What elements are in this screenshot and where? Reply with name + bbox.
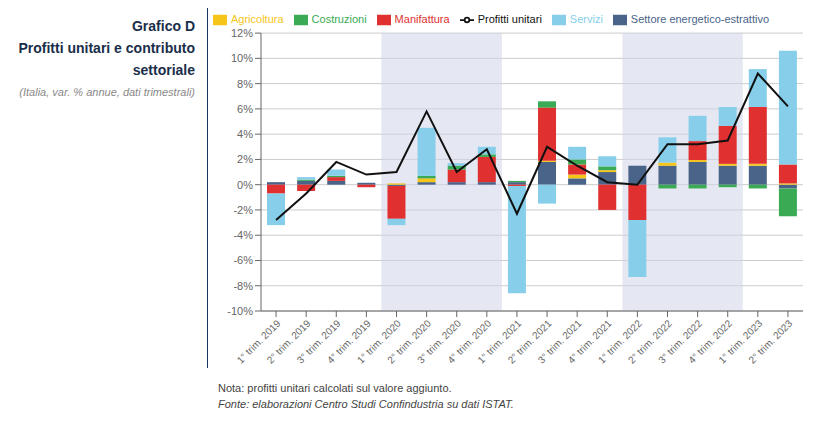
svg-text:8%: 8% (237, 78, 253, 90)
svg-text:-10%: -10% (227, 305, 253, 317)
html-text:Fonte: elaborazioni Centro Stu: Fonte: elaborazioni Centro Studi Confind… (218, 398, 514, 410)
svg-text:6%: 6% (237, 103, 253, 115)
svg-text:1° trim. 2020: 1° trim. 2020 (355, 317, 403, 366)
svg-text:4° trim. 2022: 4° trim. 2022 (686, 317, 735, 366)
html-text:Profitti unitari e contributo: Profitti unitari e contributo (18, 40, 195, 56)
svg-text:-4%: -4% (233, 229, 253, 241)
svg-text:10%: 10% (231, 52, 253, 64)
html-text:Agricoltura: Agricoltura (231, 13, 284, 25)
html-text:(Italia, var. % annue, dati tr: (Italia, var. % annue, dati trimestrali) (19, 86, 195, 98)
svg-text:4%: 4% (237, 128, 253, 140)
svg-text:4° trim. 2020: 4° trim. 2020 (445, 317, 494, 366)
svg-text:3° trim. 2020: 3° trim. 2020 (415, 317, 464, 366)
svg-text:1° trim. 2023: 1° trim. 2023 (716, 317, 765, 366)
html-text:Profitti unitari: Profitti unitari (477, 13, 542, 25)
svg-text:2° trim. 2022: 2° trim. 2022 (626, 317, 674, 366)
svg-text:2%: 2% (237, 153, 253, 165)
svg-text:0%: 0% (237, 179, 253, 191)
svg-text:1° trim. 2022: 1° trim. 2022 (595, 317, 644, 366)
svg-text:2° trim. 2019: 2° trim. 2019 (264, 317, 313, 366)
svg-text:12%: 12% (231, 27, 253, 39)
svg-text:2° trim. 2023: 2° trim. 2023 (746, 317, 794, 365)
svg-text:3° trim. 2022: 3° trim. 2022 (656, 317, 704, 366)
html-text:settoriale: settoriale (132, 62, 195, 78)
html-text:Servizi: Servizi (569, 13, 603, 25)
html-text:Nota: profitti unitari calcola: Nota: profitti unitari calcolati sul val… (218, 382, 452, 394)
svg-text:4° trim. 2019: 4° trim. 2019 (324, 317, 373, 366)
svg-text:-2%: -2% (233, 204, 253, 216)
svg-text:2° trim. 2020: 2° trim. 2020 (385, 317, 433, 366)
svg-text:3° trim. 2019: 3° trim. 2019 (294, 317, 343, 366)
svg-text:1° trim. 2021: 1° trim. 2021 (475, 317, 524, 366)
svg-text:-8%: -8% (233, 280, 253, 292)
svg-text:1° trim. 2019: 1° trim. 2019 (234, 317, 283, 366)
svg-text:3° trim. 2021: 3° trim. 2021 (535, 317, 584, 366)
html-text:Settore energetico-estrattivo: Settore energetico-estrattivo (630, 13, 769, 25)
svg-text:-6%: -6% (233, 254, 253, 266)
svg-text:2° trim. 2021: 2° trim. 2021 (505, 317, 554, 366)
html-text:Costruzioni: Costruzioni (311, 13, 367, 25)
svg-text:4° trim. 2021: 4° trim. 2021 (565, 317, 614, 366)
html-text:Grafico D: Grafico D (132, 18, 195, 34)
html-text:Manifattura: Manifattura (394, 13, 450, 25)
